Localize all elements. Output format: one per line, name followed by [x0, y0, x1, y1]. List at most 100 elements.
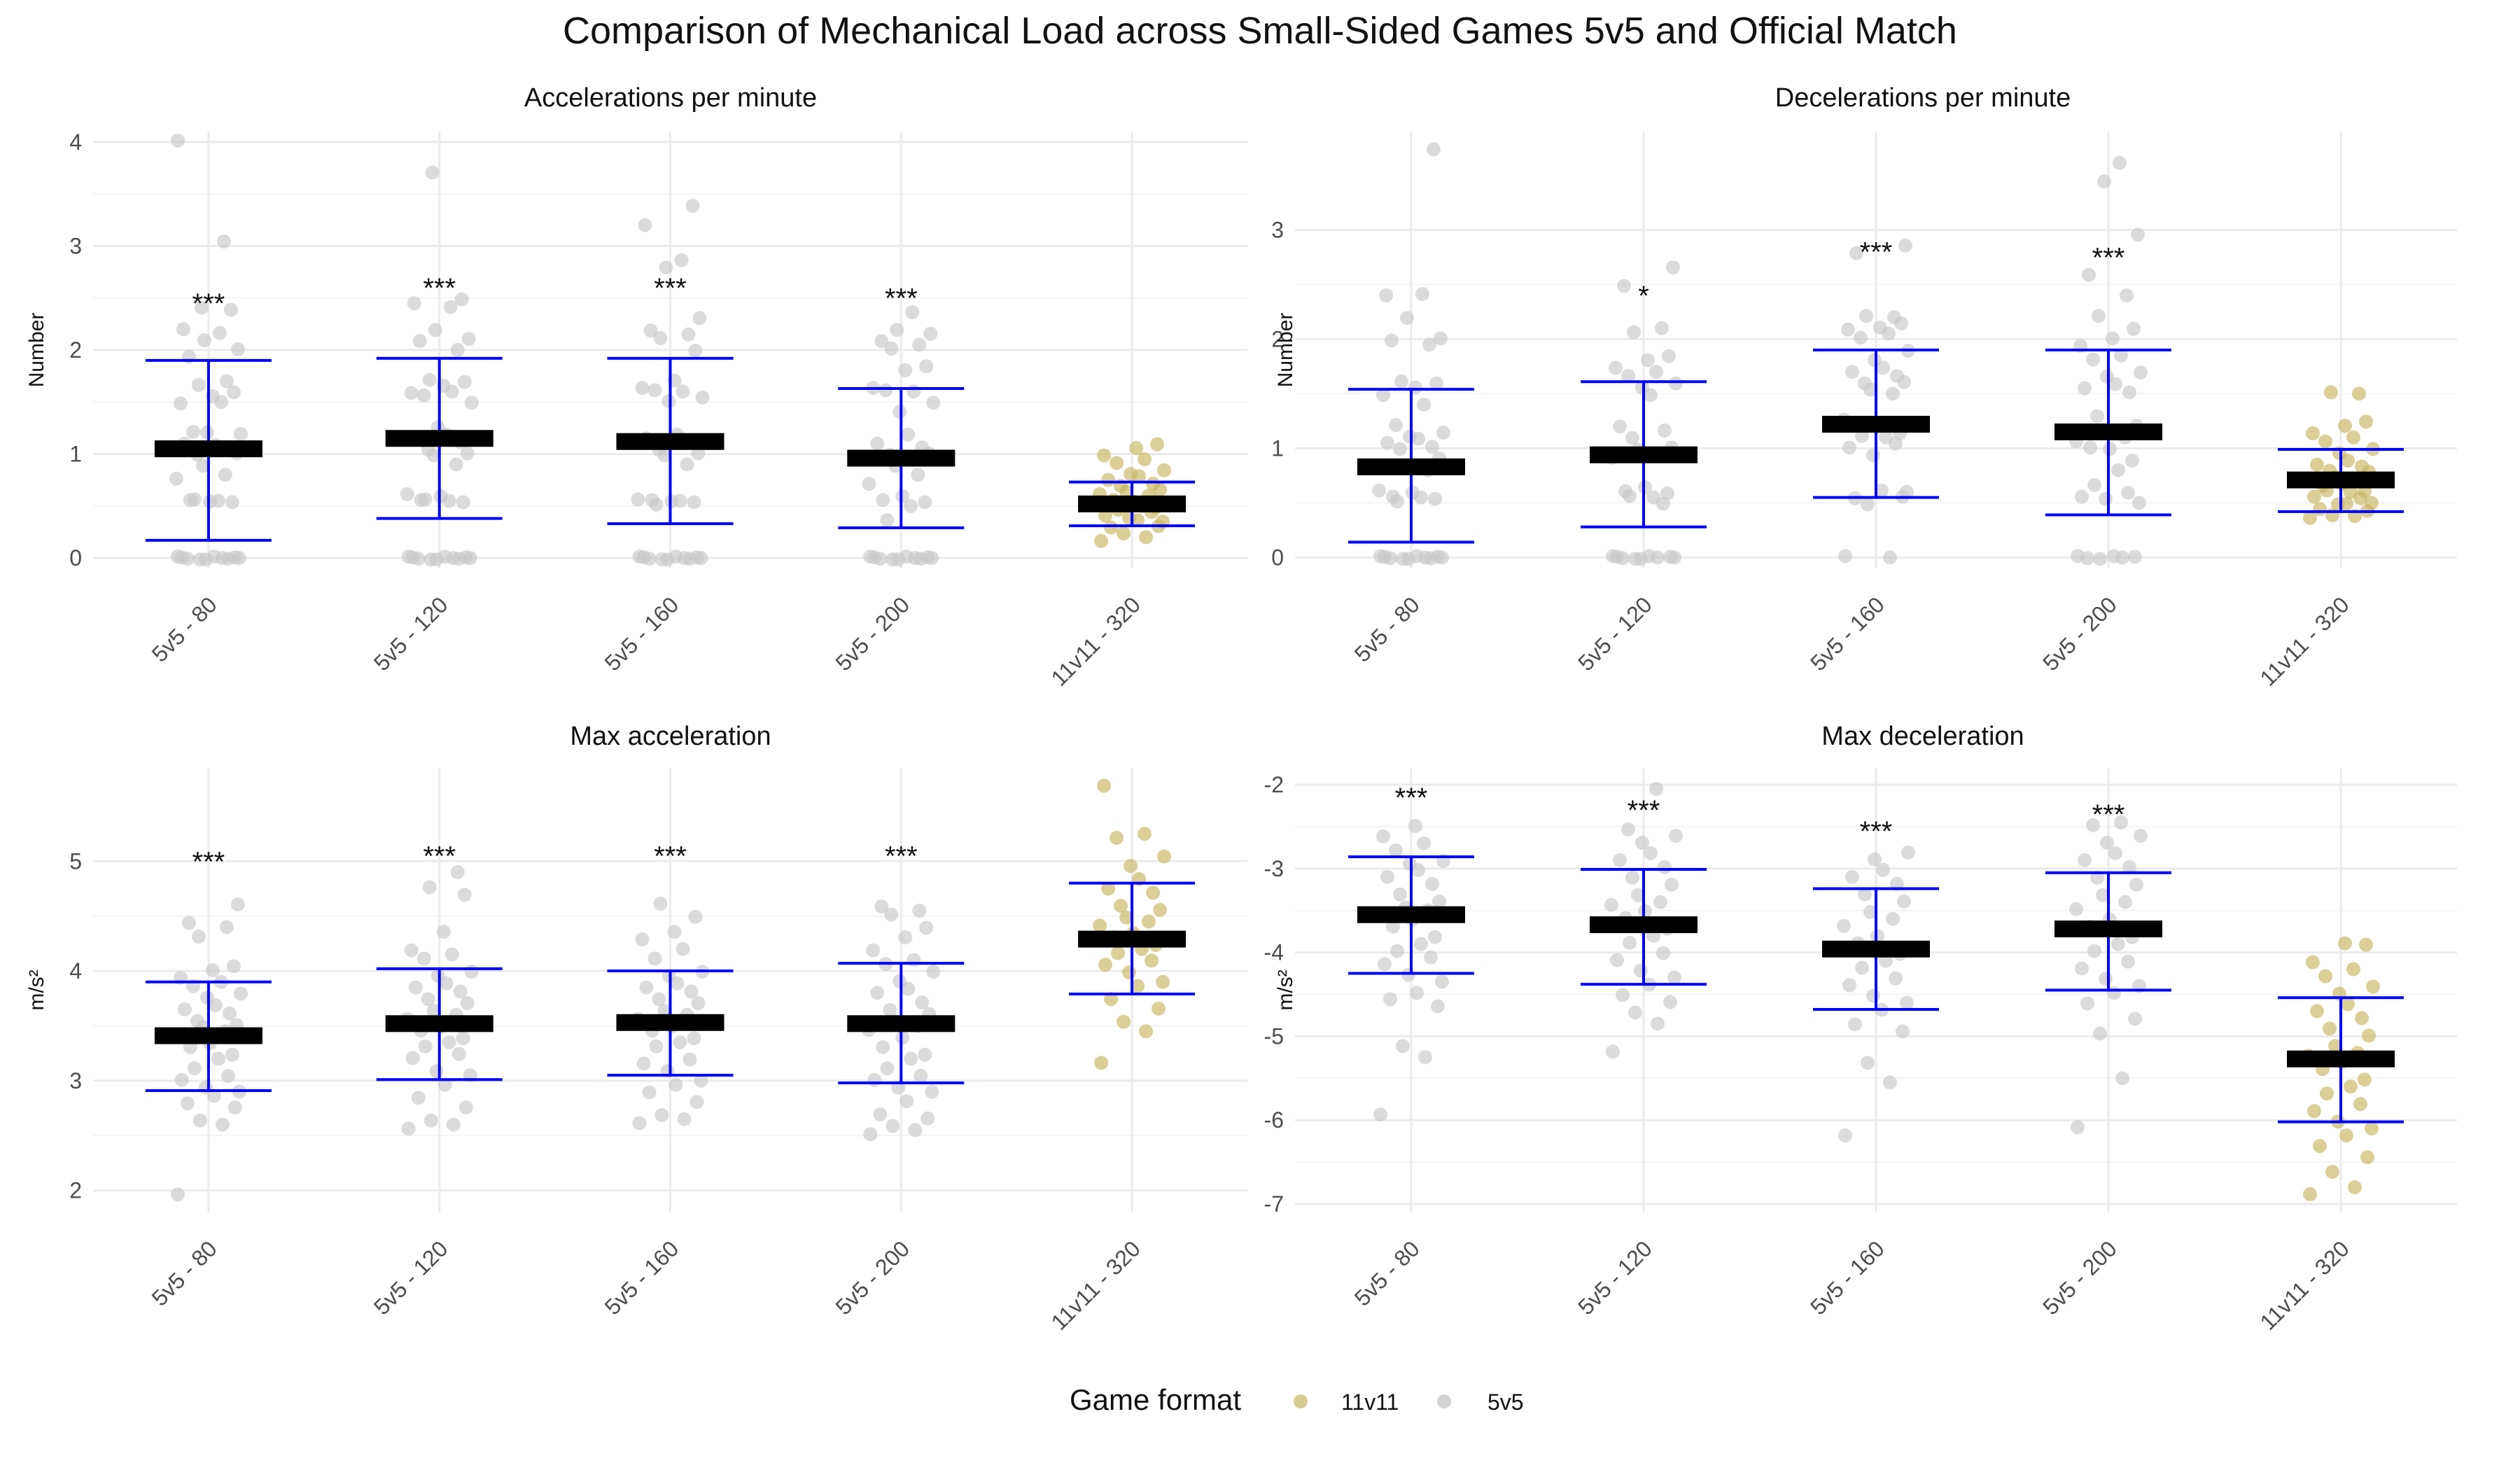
- data-point: [457, 374, 472, 389]
- data-point: [919, 920, 934, 935]
- data-point: [1418, 1050, 1432, 1065]
- data-point: [1861, 1056, 1875, 1070]
- data-point: [1854, 330, 1868, 345]
- data-point: [411, 1091, 426, 1105]
- data-point: [648, 951, 662, 966]
- data-point: [219, 374, 234, 388]
- data-point: [908, 1123, 923, 1138]
- data-point: [1424, 950, 1438, 965]
- data-point: [192, 1113, 207, 1128]
- data-point: [1156, 974, 1170, 989]
- data-point: [2107, 549, 2121, 564]
- data-point: [1890, 369, 1904, 383]
- data-point: [454, 292, 469, 307]
- data-point: [170, 133, 185, 148]
- data-point: [464, 396, 479, 410]
- data-point: [2339, 1128, 2353, 1143]
- data-point: [1390, 944, 1404, 958]
- data-point: [2078, 381, 2092, 396]
- data-point: [649, 1039, 664, 1054]
- data-point: [926, 396, 941, 410]
- data-point: [463, 551, 477, 566]
- data-point: [422, 372, 437, 387]
- data-point: [1389, 843, 1403, 858]
- data-point: [1425, 440, 1439, 454]
- data-point: [226, 959, 241, 974]
- data-point: [219, 920, 234, 934]
- mean-bar: [1590, 916, 1698, 934]
- data-point: [191, 930, 206, 944]
- data-point: [230, 897, 245, 911]
- data-point: [1858, 376, 1872, 391]
- data-point: [681, 327, 696, 342]
- data-point: [1889, 971, 1903, 986]
- mean-bar: [1590, 446, 1698, 463]
- data-point: [2096, 888, 2110, 902]
- data-point: [1845, 365, 1859, 379]
- data-point: [2355, 459, 2369, 474]
- data-point: [2303, 510, 2317, 525]
- data-point: [1625, 870, 1639, 885]
- data-point: [400, 487, 414, 501]
- data-point: [450, 864, 465, 879]
- data-point: [2080, 551, 2094, 566]
- data-point: [453, 984, 468, 999]
- data-point: [1842, 440, 1856, 455]
- data-point: [1610, 953, 1624, 967]
- data-point: [890, 323, 904, 337]
- data-point: [1623, 935, 1637, 950]
- data-point: [1101, 472, 1116, 487]
- data-point: [405, 550, 420, 565]
- significance-label: ***: [423, 841, 456, 872]
- data-point: [1666, 260, 1680, 274]
- data-point: [2111, 463, 2125, 477]
- data-point: [912, 903, 927, 918]
- y-tick-label: 1: [69, 442, 82, 467]
- data-point: [421, 992, 435, 1007]
- data-point: [2075, 961, 2089, 976]
- data-point: [2358, 1072, 2372, 1087]
- data-point: [2310, 1004, 2324, 1018]
- data-point: [1855, 960, 1869, 975]
- data-point: [176, 322, 190, 337]
- data-point: [1669, 376, 1683, 391]
- y-tick-label: 0: [69, 545, 82, 570]
- data-point: [1130, 979, 1145, 993]
- data-point: [2325, 1165, 2339, 1180]
- data-point: [2307, 1104, 2321, 1119]
- data-point: [197, 333, 211, 348]
- data-point: [464, 965, 479, 979]
- data-point: [1119, 910, 1134, 925]
- data-point: [1429, 376, 1443, 391]
- data-point: [401, 1121, 416, 1136]
- data-point: [225, 1047, 239, 1062]
- data-point: [1157, 463, 1172, 477]
- y-tick-label: 4: [69, 130, 82, 155]
- data-point: [1610, 550, 1624, 564]
- data-point: [2121, 485, 2135, 500]
- data-point: [227, 1100, 242, 1115]
- data-point: [220, 552, 235, 566]
- data-point: [1663, 995, 1677, 1009]
- data-point: [1138, 452, 1152, 466]
- data-point: [1883, 550, 1897, 565]
- data-point: [2307, 489, 2321, 504]
- data-point: [1634, 552, 1648, 566]
- data-point: [870, 986, 885, 1000]
- data-point: [2122, 860, 2136, 874]
- data-point: [631, 492, 645, 507]
- data-point: [2093, 552, 2107, 566]
- data-point: [1436, 426, 1450, 440]
- data-point: [2341, 997, 2355, 1011]
- data-point: [648, 383, 662, 398]
- data-point: [1898, 238, 1912, 253]
- mean-bar: [616, 433, 724, 450]
- data-point: [1427, 142, 1441, 157]
- data-point: [668, 1077, 683, 1092]
- y-tick-label: 3: [1271, 217, 1284, 242]
- y-axis-label: m/s²: [25, 969, 48, 1010]
- data-point: [191, 378, 206, 392]
- data-point: [904, 1051, 918, 1066]
- data-point: [659, 260, 673, 275]
- data-point: [1861, 497, 1875, 512]
